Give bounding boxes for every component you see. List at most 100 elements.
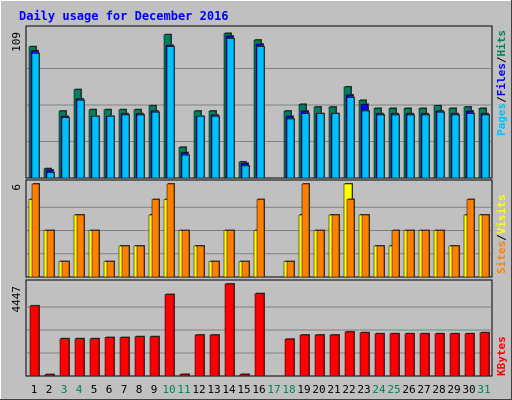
legend-entry: Visits <box>495 195 508 235</box>
sites-bar <box>316 230 325 278</box>
x-tick-label: 21 <box>327 383 340 396</box>
kbytes-bar <box>314 334 325 377</box>
x-tick-label: 14 <box>222 383 236 396</box>
pages-bar <box>481 114 490 179</box>
x-tick-label: 12 <box>192 383 205 396</box>
x-tick-label: 11 <box>177 383 190 396</box>
legend-entry: Hits <box>495 30 508 57</box>
x-tick-label: 6 <box>106 383 113 396</box>
kbytes-bar <box>209 334 220 377</box>
pages-bar <box>196 116 205 179</box>
pages-bar <box>61 117 70 179</box>
sites-bar <box>466 199 475 278</box>
pages-bar <box>241 165 250 179</box>
sites-bar <box>451 245 460 278</box>
x-tick-label: 15 <box>237 383 250 396</box>
sites-bar <box>241 261 250 278</box>
kbytes-bar <box>164 294 175 377</box>
x-tick-label: 2 <box>46 383 53 396</box>
pages-bar <box>436 112 445 179</box>
kbytes-bar <box>419 333 430 377</box>
sites-bar <box>226 230 235 278</box>
x-tick-label: 18 <box>282 383 295 396</box>
pages-bar <box>406 114 415 179</box>
x-tick-label: 23 <box>357 383 370 396</box>
pages-bar <box>31 53 40 179</box>
x-tick-label: 16 <box>252 383 265 396</box>
kbytes-bar <box>224 283 235 377</box>
pages-bar <box>181 154 190 179</box>
pages-bar <box>46 172 55 179</box>
kbytes-bar <box>479 332 490 377</box>
kbytes-bar <box>119 337 130 377</box>
sites-bar <box>361 214 370 278</box>
sites-bar <box>211 261 220 278</box>
x-tick-label: 19 <box>297 383 310 396</box>
pages-bar <box>151 112 160 179</box>
kbytes-bar <box>389 333 400 377</box>
legend-sites-visits: Sites/Visits <box>495 195 508 275</box>
sites-bar <box>136 245 145 278</box>
pages-bar <box>121 114 130 179</box>
sites-bar <box>436 230 445 278</box>
chart-title: Daily usage for December 2016 <box>19 9 229 23</box>
y-max-label-kbytes: 4447 <box>10 286 23 313</box>
legend-kbytes: KBytes <box>495 336 508 376</box>
kbytes-bar <box>329 334 340 377</box>
kbytes-bar <box>449 333 460 377</box>
x-tick-label: 28 <box>432 383 445 396</box>
x-tick-label: 22 <box>342 383 355 396</box>
sites-bar <box>151 199 160 278</box>
x-tick-label: 31 <box>477 383 490 396</box>
kbytes-bar <box>344 331 355 377</box>
x-tick-label: 26 <box>402 383 415 396</box>
kbytes-bar <box>74 338 85 377</box>
sites-bar <box>331 214 340 278</box>
x-tick-label: 3 <box>61 383 68 396</box>
sites-bar <box>46 230 55 278</box>
legend-entry: / <box>495 56 508 63</box>
sites-bar <box>481 214 490 278</box>
sites-bar <box>406 230 415 278</box>
kbytes-bar <box>89 338 100 377</box>
x-tick-label: 25 <box>387 383 400 396</box>
legend-entry: Pages <box>495 103 508 136</box>
x-tick-label: 5 <box>91 383 98 396</box>
legend-entry: / <box>495 96 508 103</box>
x-tick-label: 30 <box>462 383 475 396</box>
x-tick-label: 13 <box>207 383 220 396</box>
sites-bar <box>76 214 85 278</box>
kbytes-bar <box>149 336 160 377</box>
x-tick-label: 4 <box>76 383 83 396</box>
pages-bar <box>376 114 385 179</box>
kbytes-bar <box>464 333 475 377</box>
kbytes-bar <box>104 337 115 377</box>
x-tick-label: 8 <box>136 383 143 396</box>
pages-bar <box>166 46 175 179</box>
legend-entry: / <box>495 234 508 241</box>
pages-bar <box>451 114 460 179</box>
sites-bar <box>181 230 190 278</box>
pages-bar <box>226 38 235 179</box>
bars-layer <box>28 32 490 377</box>
sites-bar <box>256 199 265 278</box>
pages-bar <box>301 113 310 179</box>
kbytes-bar <box>179 374 190 377</box>
x-tick-label: 9 <box>151 383 158 396</box>
pages-bar <box>391 114 400 179</box>
legend-entry: KBytes <box>495 336 508 376</box>
pages-bar <box>91 116 100 179</box>
sites-bar <box>121 245 130 278</box>
pages-bar <box>421 114 430 179</box>
pages-bar <box>106 116 115 179</box>
pages-bar <box>256 46 265 179</box>
x-tick-label: 7 <box>121 383 128 396</box>
sites-bar <box>31 183 40 278</box>
x-tick-label: 10 <box>162 383 175 396</box>
legend-entry: Sites <box>495 241 508 274</box>
x-tick-label: 29 <box>447 383 460 396</box>
pages-bar <box>76 100 85 179</box>
y-max-label-visits: 6 <box>10 184 23 191</box>
sites-bar <box>391 230 400 278</box>
sites-bar <box>166 183 175 278</box>
